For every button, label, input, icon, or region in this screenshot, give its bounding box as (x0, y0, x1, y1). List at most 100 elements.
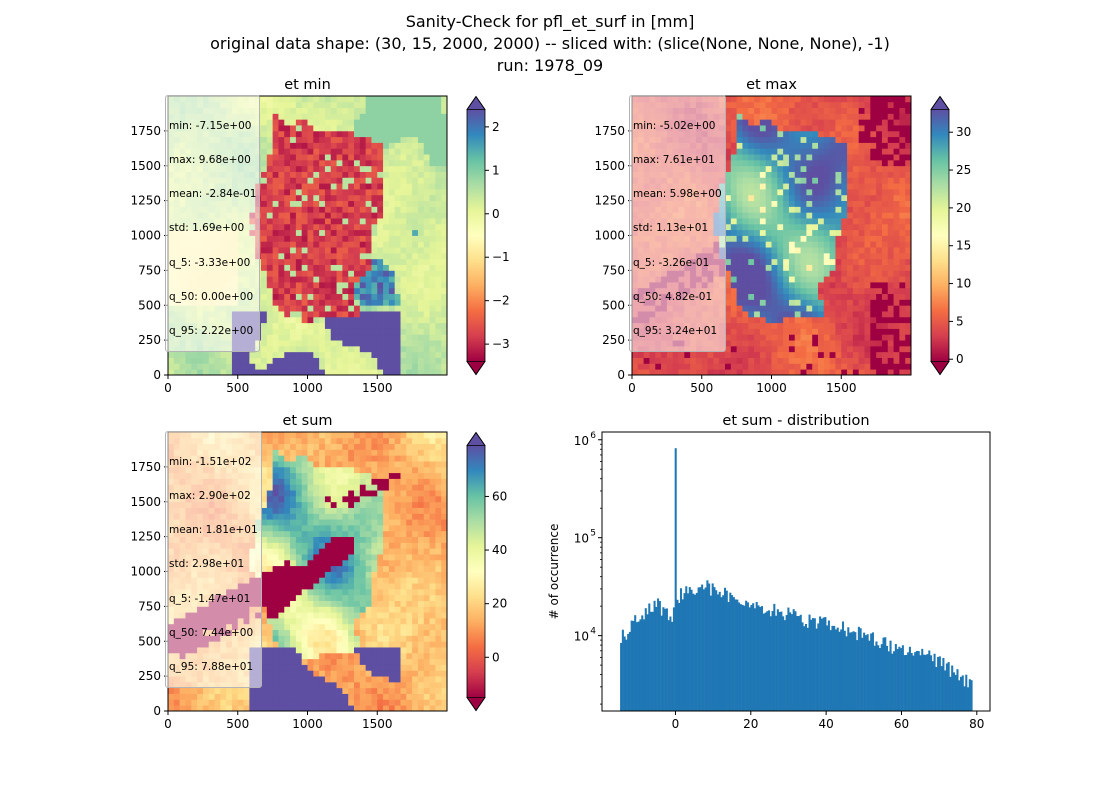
heatmap-cell (383, 194, 390, 202)
heatmap-cell (806, 107, 813, 114)
heatmap-cell (905, 142, 912, 149)
heatmap-cell (394, 676, 401, 683)
x-tick-label: 500 (690, 381, 713, 395)
heatmap-cell (394, 165, 401, 172)
heatmap-cell (812, 287, 819, 295)
heatmap-cell (754, 136, 761, 143)
heatmap-cell (441, 322, 448, 329)
heatmap-cell (672, 363, 679, 370)
heatmap-cell (423, 369, 430, 376)
heatmap-cell (359, 351, 367, 358)
heatmap-cell (290, 96, 297, 103)
heatmap-cell (794, 363, 801, 370)
heatmap-cell (441, 154, 448, 161)
heatmap-cell (313, 101, 320, 109)
heatmap-cell (313, 148, 320, 155)
heatmap-cell (800, 194, 807, 202)
heatmap-cell (823, 171, 831, 178)
heatmap-cell (354, 258, 361, 265)
heatmap-cell (858, 282, 865, 289)
heatmap-cell (261, 235, 268, 242)
heatmap-cell (771, 171, 778, 178)
heatmap-cell (759, 276, 767, 283)
heatmap-cell (371, 206, 378, 213)
heatmap-cell (777, 194, 784, 202)
heatmap-cell (231, 357, 239, 364)
heatmap-cell (759, 142, 767, 149)
heatmap-cell (284, 159, 291, 167)
heatmap-cell (841, 264, 848, 271)
y-tick-label: 0 (153, 368, 161, 382)
heatmap-cell (406, 676, 413, 683)
heatmap-cell (754, 311, 761, 318)
heatmap-cell (266, 311, 274, 318)
heatmap-cell (214, 357, 221, 364)
heatmap-cell (231, 687, 239, 694)
heatmap-cell (348, 681, 355, 689)
heatmap-cell (243, 699, 250, 706)
heatmap-cell (754, 223, 761, 231)
heatmap-cell (441, 212, 448, 219)
heatmap-cell (835, 340, 842, 347)
heatmap-cell (237, 351, 244, 358)
heatmap-cell (266, 218, 274, 225)
heatmap-cell (748, 96, 755, 103)
heatmap-cell (319, 687, 326, 694)
heatmap-cell (330, 206, 337, 213)
heatmap-cell (881, 159, 889, 167)
heatmap-cell (295, 212, 303, 219)
heatmap-cell (881, 229, 889, 236)
heatmap-cell (388, 165, 396, 172)
heatmap-cell (788, 142, 796, 149)
heatmap-cell (383, 705, 390, 712)
heatmap-cell (388, 270, 396, 277)
heatmap-cell (383, 125, 390, 132)
heatmap-cell (800, 235, 807, 242)
heatmap-cell (783, 212, 790, 219)
heatmap-cell (423, 206, 430, 213)
heatmap-cell (383, 293, 390, 300)
heatmap-cell (876, 235, 883, 242)
heatmap-cell (336, 96, 343, 103)
heatmap-cell (876, 351, 883, 358)
heatmap-cell (893, 340, 900, 347)
heatmap-cell (899, 194, 906, 202)
heatmap-cell (342, 119, 349, 126)
heatmap-cell (313, 345, 320, 353)
heatmap-cell (365, 125, 372, 132)
heatmap-cell (649, 357, 656, 364)
heatmap-cell (278, 101, 285, 109)
heatmap-cell (284, 154, 291, 161)
heatmap-cell (278, 299, 285, 306)
heatmap-cell (823, 194, 831, 202)
heatmap-cell (191, 699, 198, 706)
heatmap-cell (818, 357, 825, 364)
heatmap-cell (788, 264, 796, 271)
heatmap-cell (858, 276, 865, 283)
heatmap-cell (794, 334, 801, 341)
heatmap-cell (278, 171, 285, 178)
heatmap-cell (377, 340, 384, 347)
heatmap-cell (266, 113, 274, 120)
heatmap-cell (307, 223, 314, 231)
heatmap-cell (441, 264, 448, 271)
heatmap-cell (893, 293, 900, 300)
heatmap-cell (336, 125, 343, 132)
heatmap-cell (893, 125, 900, 132)
heatmap-cell (365, 252, 372, 260)
heatmap-cell (887, 142, 894, 149)
heatmap-cell (812, 345, 819, 353)
heatmap-cell (783, 252, 790, 260)
heatmap-cell (383, 322, 390, 329)
heatmap-cell (835, 369, 842, 376)
heatmap-cell (342, 363, 349, 370)
heatmap-cell (261, 107, 268, 114)
heatmap-cell (278, 148, 285, 155)
heatmap-cell (173, 363, 181, 370)
heatmap-cell (301, 194, 308, 202)
heatmap-cell (783, 142, 790, 149)
heatmap-cell (412, 119, 419, 126)
heatmap-cell (214, 369, 221, 376)
heatmap-cell (249, 699, 256, 706)
heatmap-cell (847, 183, 854, 190)
